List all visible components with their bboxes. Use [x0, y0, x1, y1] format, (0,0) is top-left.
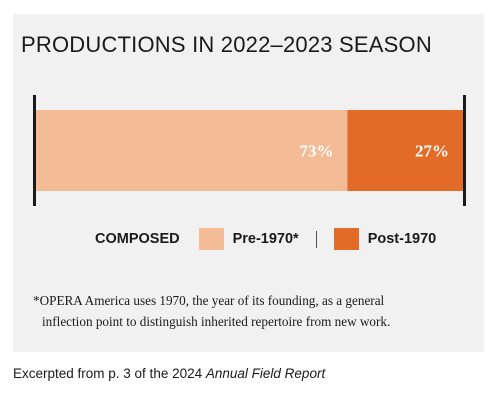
footnote-line-1: *OPERA America uses 1970, the year of it…: [33, 293, 385, 308]
footnote-line-2: inflection point to distinguish inherite…: [42, 314, 391, 329]
bar-segment-pre-1970: [35, 110, 348, 191]
chart-title: PRODUCTIONS IN 2022–2023 SEASON: [21, 32, 432, 57]
data-label-pre-1970: 73%: [299, 142, 333, 161]
footnote: *OPERA America uses 1970, the year of it…: [33, 290, 473, 332]
legend-title: COMPOSED: [95, 231, 180, 247]
caption-prefix: Excerpted from p. 3 of the 2024: [13, 366, 206, 381]
legend-swatch-post-1970: [333, 228, 359, 250]
chart-legend: COMPOSED Pre-1970* Post-1970: [95, 226, 436, 252]
axis-line-left: [33, 95, 36, 206]
caption-source-title: Annual Field Report: [205, 366, 326, 381]
legend-label-post-1970: Post-1970: [367, 231, 437, 247]
legend-label-pre-1970: Pre-1970*: [232, 231, 299, 247]
bar-segment-post-1970: [347, 110, 463, 191]
axis-line-right: [463, 95, 466, 206]
legend-separator: [315, 230, 317, 248]
data-label-post-1970: 27%: [415, 142, 449, 161]
source-caption: Excerpted from p. 3 of the 2024 Annual F…: [13, 366, 325, 381]
legend-swatch-pre-1970: [198, 228, 224, 250]
